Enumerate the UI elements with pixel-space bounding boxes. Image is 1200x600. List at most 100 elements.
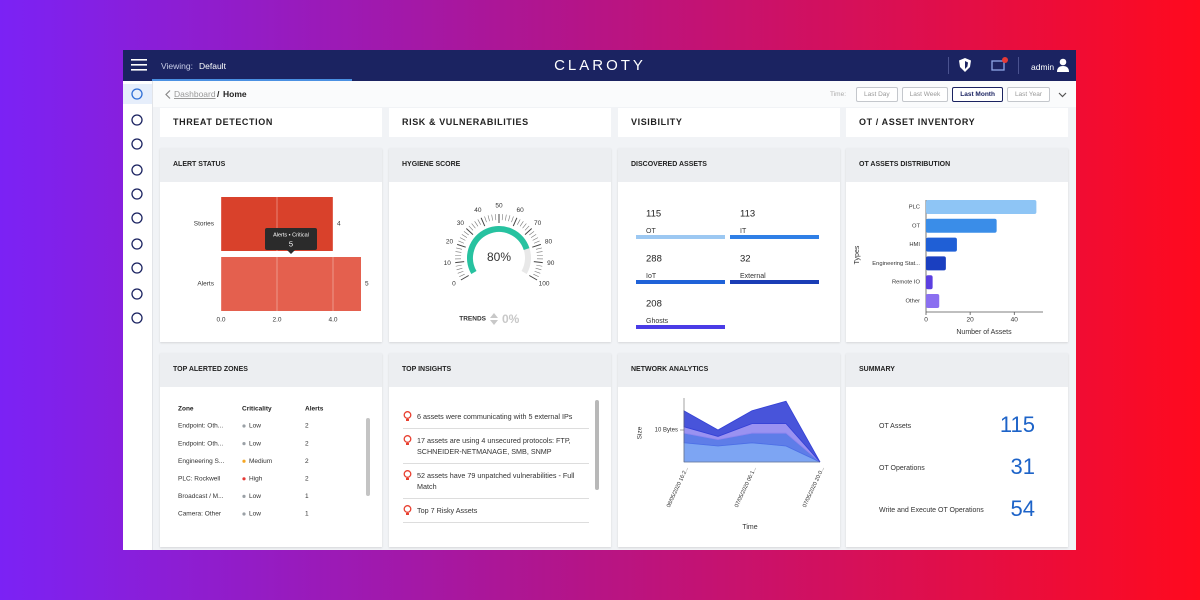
table-cell: Medium xyxy=(249,458,272,465)
time-button-selected[interactable]: Last Month xyxy=(952,87,1003,102)
nav-icon[interactable] xyxy=(130,137,144,151)
asset-bar xyxy=(636,325,725,329)
breadcrumb-link[interactable]: Dashboard xyxy=(174,89,216,99)
gauge-tick-label: 60 xyxy=(517,207,525,214)
nav-icon[interactable] xyxy=(130,113,144,127)
bar xyxy=(926,218,997,233)
section-header: OT / ASSET INVENTORY xyxy=(846,108,1068,137)
gauge-minor-tick xyxy=(533,240,540,244)
y-axis-label: Types xyxy=(854,245,861,264)
card-body: OT Assets 115 OT Operations 31 Write and Exe… xyxy=(846,387,1068,547)
gauge-minor-tick xyxy=(530,234,537,238)
table-cell: 1 xyxy=(305,511,309,518)
tooltip-title: Alerts • Critical xyxy=(273,232,309,238)
nav-icon[interactable] xyxy=(130,163,144,177)
back-icon[interactable] xyxy=(165,90,171,99)
user-name[interactable]: admin xyxy=(1031,62,1055,72)
notification-icon[interactable] xyxy=(991,56,1009,74)
sidebar xyxy=(123,81,153,550)
scrollbar[interactable] xyxy=(595,400,599,490)
gauge-tick-label: 30 xyxy=(457,220,465,227)
time-button[interactable]: Last Day xyxy=(856,87,898,102)
gauge-tick xyxy=(529,275,538,281)
time-button[interactable]: Last Year xyxy=(1006,87,1051,102)
summary-label: OT Assets xyxy=(879,423,912,430)
dropdown-icon[interactable] xyxy=(1058,92,1067,98)
card-body: 10 Bytes 08/05/2020 16:2... 07/05/2020 06:… xyxy=(618,387,840,547)
insight-item[interactable]: 52 assets have 79 unpatched vulnerabilit… xyxy=(403,464,589,499)
card-canvas: Stories 4 Alerts 5 0.0 2.0 4.0 Alerts • Critica… xyxy=(194,194,369,324)
icon-shape xyxy=(131,188,143,200)
card-title: SUMMARY xyxy=(846,353,1068,387)
gauge-minor-tick xyxy=(519,221,524,227)
nav-icon[interactable] xyxy=(130,211,144,225)
category-label: OT xyxy=(912,223,921,229)
scrollbar[interactable] xyxy=(366,418,370,496)
table-cell: PLC: Rockwell xyxy=(178,476,221,483)
asset-count: 113 xyxy=(740,209,755,220)
y-axis-label: Size xyxy=(637,426,644,439)
card-title: NETWORK ANALYTICS xyxy=(618,353,840,387)
insight-list: 6 assets were communicating with 5 exter… xyxy=(403,405,589,523)
chevron xyxy=(1058,92,1067,97)
gauge-minor-tick xyxy=(532,237,539,241)
category-label: Other xyxy=(906,299,921,305)
nav-icon[interactable] xyxy=(130,311,144,325)
tooltip xyxy=(265,228,317,250)
bulb xyxy=(403,435,412,443)
table-cell: 2 xyxy=(305,423,309,430)
gauge-minor-tick xyxy=(455,264,462,267)
table-cell: 2 xyxy=(305,458,309,465)
nav-icon[interactable] xyxy=(130,237,144,251)
nav-icon[interactable] xyxy=(130,187,144,201)
gauge-tick xyxy=(533,261,543,264)
nav-icon[interactable] xyxy=(130,87,144,101)
gauge-tick-label: 80 xyxy=(545,239,553,246)
nav-icon[interactable] xyxy=(130,287,144,301)
table-cell: Endpoint: Oth... xyxy=(178,423,223,430)
active-highlight xyxy=(123,84,152,104)
criticality-dot xyxy=(242,512,246,516)
card-canvas: Zone Criticality Alerts Endpoint: Oth... Low… xyxy=(178,406,370,518)
card-title: DISCOVERED ASSETS xyxy=(618,148,840,182)
column-header: Alerts xyxy=(305,406,324,413)
brand: CLAROTY xyxy=(554,57,646,74)
table-cell: 2 xyxy=(305,476,309,483)
card-canvas: 10 Bytes 08/05/2020 16:2... 07/05/2020 06:… xyxy=(637,398,826,531)
x-tick-label: 0.0 xyxy=(216,317,225,324)
card-canvas: OT Assets 115 OT Operations 31 Write and Exe… xyxy=(879,412,1035,521)
value-label: 4 xyxy=(337,221,341,228)
time-button[interactable]: Last Week xyxy=(901,87,949,102)
nav-icon[interactable] xyxy=(130,261,144,275)
viewing-value[interactable]: Default xyxy=(199,61,226,71)
breadcrumb-separator: / xyxy=(217,89,220,99)
insight-item[interactable]: 17 assets are using 4 unsecured protocol… xyxy=(403,429,589,464)
gauge-tick-label: 50 xyxy=(495,203,503,210)
separator xyxy=(1018,57,1019,74)
insight-item[interactable]: Top 7 Risky Assets xyxy=(403,499,589,523)
gauge-minor-tick xyxy=(461,234,468,238)
gauge-tick-label: 100 xyxy=(539,281,550,288)
gauge-minor-tick xyxy=(501,214,503,221)
table-cell: Endpoint: Oth... xyxy=(178,440,223,447)
summary-value: 54 xyxy=(1011,496,1035,521)
value-label: 5 xyxy=(365,281,369,288)
criticality-dot xyxy=(242,459,246,463)
user-icon[interactable] xyxy=(1057,58,1069,72)
bulb-base xyxy=(406,419,409,421)
card-title: OT ASSETS DISTRIBUTION xyxy=(846,148,1068,182)
section-header: VISIBILITY xyxy=(618,108,840,137)
x-tick-label: 0 xyxy=(924,317,928,324)
insight-item[interactable]: 6 assets were communicating with 5 exter… xyxy=(403,405,589,429)
shield-icon[interactable] xyxy=(959,58,971,72)
summary-value: 31 xyxy=(1011,454,1035,479)
gauge-minor-tick xyxy=(468,225,474,231)
x-axis-label: Number of Assets xyxy=(956,329,1012,336)
asset-count: 32 xyxy=(740,254,751,265)
bulb-base xyxy=(406,478,409,480)
gauge-value xyxy=(467,226,530,274)
card-title: TOP ALERTED ZONES xyxy=(160,353,382,387)
gauge-minor-tick xyxy=(508,215,511,222)
card-title: TOP INSIGHTS xyxy=(389,353,611,387)
menu-icon[interactable] xyxy=(131,58,147,72)
